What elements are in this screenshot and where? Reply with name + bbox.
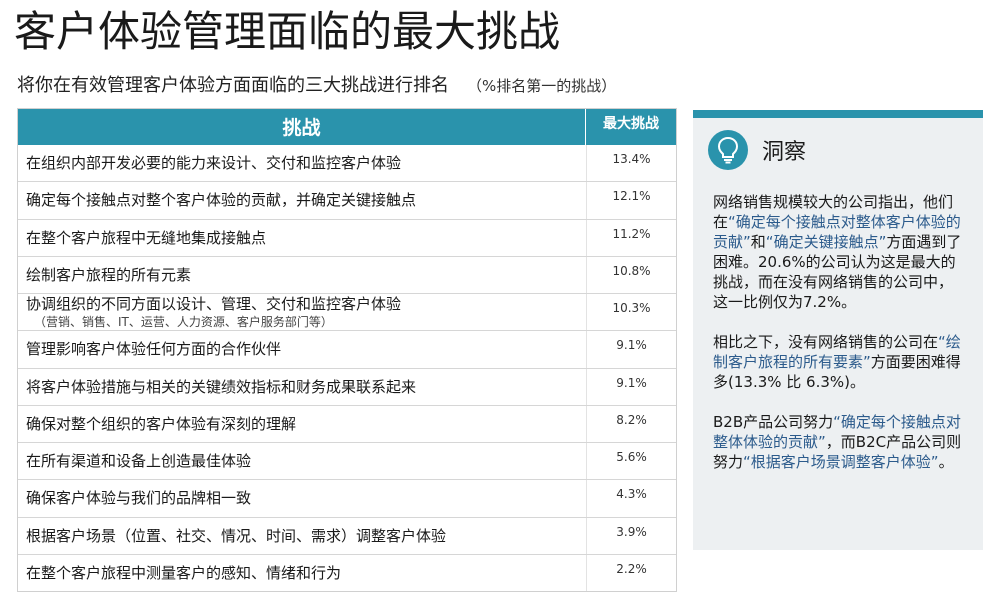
- challenge-cell: 在所有渠道和设备上创造最佳体验: [18, 443, 586, 479]
- table-row: 根据客户场景（位置、社交、情况、时间、需求）调整客户体验 3.9%: [18, 517, 676, 555]
- challenge-label: 确保对整个组织的客户体验有深刻的理解: [26, 414, 297, 433]
- challenge-label: 绘制客户旅程的所有元素: [26, 265, 192, 284]
- challenge-cell: 确保对整个组织的客户体验有深刻的理解: [18, 406, 586, 442]
- challenge-cell: 在整个客户旅程中无缝地集成接触点: [18, 220, 586, 256]
- insight-panel: 洞察 网络销售规模较大的公司指出，他们在“确定每个接触点对整体客户体验的贡献”和…: [693, 110, 983, 550]
- challenge-label: 在整个客户旅程中无缝地集成接触点: [26, 228, 267, 247]
- table-row: 在组织内部开发必要的能力来设计、交付和监控客户体验 13.4%: [18, 145, 676, 183]
- challenge-cell: 将客户体验措施与相关的关键绩效指标和财务成果联系起来: [18, 369, 586, 405]
- insight-paragraph-3: B2B产品公司努力“确定每个接触点对整体体验的贡献”，而B2C产品公司则努力“根…: [713, 412, 967, 472]
- table-body: 在组织内部开发必要的能力来设计、交付和监控客户体验 13.4% 确定每个接触点对整个…: [18, 145, 676, 591]
- challenge-cell: 确定每个接触点对整个客户体验的贡献，并确定关键接触点: [18, 182, 586, 218]
- header-top-challenge: 最大挑战: [585, 109, 676, 145]
- challenge-cell: 绘制客户旅程的所有元素: [18, 257, 586, 293]
- insight-title: 洞察: [762, 140, 807, 165]
- header-challenge: 挑战: [282, 117, 321, 139]
- challenges-table: 挑战 最大挑战 在组织内部开发必要的能力来设计、交付和监控客户体验 13.4% 确定…: [17, 108, 677, 592]
- challenge-sublabel: （营销、销售、IT、运营、人力资源、客户服务部门等）: [34, 315, 333, 330]
- insight-highlight: “确定每个接触点对整体体验的贡献”: [713, 413, 961, 451]
- top-challenge-value: 12.1%: [586, 182, 676, 219]
- insight-highlight: “绘制客户旅程的所有要素”: [713, 333, 961, 371]
- top-challenge-value: 13.4%: [586, 145, 676, 182]
- challenge-label: 管理影响客户体验任何方面的合作伙伴: [26, 340, 282, 359]
- subtitle-note: （%排名第一的挑战）: [467, 77, 617, 95]
- table-row: 协调组织的不同方面以设计、管理、交付和监控客户体验 （营销、销售、IT、运营、人力…: [18, 294, 676, 332]
- insight-text: 。: [938, 453, 954, 471]
- top-challenge-value: 9.1%: [586, 368, 676, 405]
- table-row: 确定每个接触点对整个客户体验的贡献，并确定关键接触点 12.1%: [18, 182, 676, 220]
- challenge-label: 确保客户体验与我们的品牌相一致: [26, 489, 252, 508]
- insight-body: 网络销售规模较大的公司指出，他们在“确定每个接触点对整体客户体验的贡献”和“确定…: [693, 170, 983, 472]
- top-challenge-value: 8.2%: [586, 405, 676, 442]
- challenge-label: 在组织内部开发必要的能力来设计、交付和监控客户体验: [26, 154, 402, 173]
- top-challenge-value: 5.6%: [586, 443, 676, 480]
- page-subtitle: 将你在有效管理客户体验方面面临的三大挑战进行排名 （%排名第一的挑战）: [17, 74, 616, 98]
- challenge-cell: 确保客户体验与我们的品牌相一致: [18, 480, 586, 516]
- insight-accent-bar: [693, 110, 983, 118]
- page-title: 客户体验管理面临的最大挑战: [14, 7, 561, 56]
- top-challenge-value: 10.3%: [586, 294, 676, 331]
- table-row: 管理影响客户体验任何方面的合作伙伴 9.1%: [18, 331, 676, 369]
- challenge-label: 根据客户场景（位置、社交、情况、时间、需求）调整客户体验: [26, 526, 447, 545]
- table-row: 确保客户体验与我们的品牌相一致 4.3%: [18, 480, 676, 518]
- table-row: 在所有渠道和设备上创造最佳体验 5.6%: [18, 443, 676, 481]
- top-challenge-value: 9.1%: [586, 331, 676, 368]
- insight-text: 方面遇到了困难。20.6%的公司认为这是最大的挑战，而在没有网络销售的公司中，这…: [713, 233, 962, 311]
- table-row: 在整个客户旅程中无缝地集成接触点 11.2%: [18, 219, 676, 257]
- top-challenge-value: 3.9%: [586, 517, 676, 554]
- table-row: 在整个客户旅程中测量客户的感知、情绪和行为 2.2%: [18, 554, 676, 591]
- top-challenge-value: 11.2%: [586, 219, 676, 256]
- table-header: 挑战 最大挑战: [18, 109, 676, 145]
- challenge-cell: 根据客户场景（位置、社交、情况、时间、需求）调整客户体验: [18, 518, 586, 554]
- challenge-label: 将客户体验措施与相关的关键绩效指标和财务成果联系起来: [26, 377, 417, 396]
- insight-text: 方面要困难得多(13.3% 比 6.3%)。: [713, 353, 961, 391]
- top-challenge-value: 4.3%: [586, 480, 676, 517]
- insight-text: 和: [750, 233, 766, 251]
- challenge-label: 在所有渠道和设备上创造最佳体验: [26, 452, 252, 471]
- lightbulb-icon: [708, 130, 748, 170]
- table-row: 绘制客户旅程的所有元素 10.8%: [18, 256, 676, 294]
- challenge-cell: 在整个客户旅程中测量客户的感知、情绪和行为: [18, 555, 586, 591]
- table-row: 将客户体验措施与相关的关键绩效指标和财务成果联系起来 9.1%: [18, 368, 676, 406]
- insight-highlight: “根据客户场景调整客户体验”: [743, 453, 939, 471]
- top-challenge-value: 2.2%: [586, 554, 676, 591]
- insight-text: 网络销售规模较大的公司指出，他们在: [713, 193, 954, 231]
- challenge-cell: 协调组织的不同方面以设计、管理、交付和监控客户体验 （营销、销售、IT、运营、人力…: [18, 294, 586, 330]
- challenge-label: 在整个客户旅程中测量客户的感知、情绪和行为: [26, 563, 342, 582]
- challenge-cell: 管理影响客户体验任何方面的合作伙伴: [18, 331, 586, 367]
- subtitle-text: 将你在有效管理客户体验方面面临的三大挑战进行排名: [17, 75, 449, 96]
- top-challenge-value: 10.8%: [586, 256, 676, 293]
- insight-text: ，而B2C产品公司则努力: [713, 433, 962, 471]
- insight-highlight: “确定每个接触点对整体客户体验的贡献”: [713, 213, 961, 251]
- insight-header: 洞察: [693, 118, 983, 170]
- challenge-label: 协调组织的不同方面以设计、管理、交付和监控客户体验: [26, 295, 402, 314]
- insight-paragraph-2: 相比之下，没有网络销售的公司在“绘制客户旅程的所有要素”方面要困难得多(13.3…: [713, 332, 967, 392]
- challenge-cell: 在组织内部开发必要的能力来设计、交付和监控客户体验: [18, 145, 586, 181]
- insight-text: 相比之下，没有网络销售的公司在: [713, 333, 939, 351]
- challenge-label: 确定每个接触点对整个客户体验的贡献，并确定关键接触点: [26, 191, 417, 210]
- insight-text: B2B产品公司努力: [713, 413, 834, 431]
- insight-highlight: “确定关键接触点”: [765, 233, 887, 251]
- insight-paragraph-1: 网络销售规模较大的公司指出，他们在“确定每个接触点对整体客户体验的贡献”和“确定…: [713, 192, 967, 312]
- table-row: 确保对整个组织的客户体验有深刻的理解 8.2%: [18, 405, 676, 443]
